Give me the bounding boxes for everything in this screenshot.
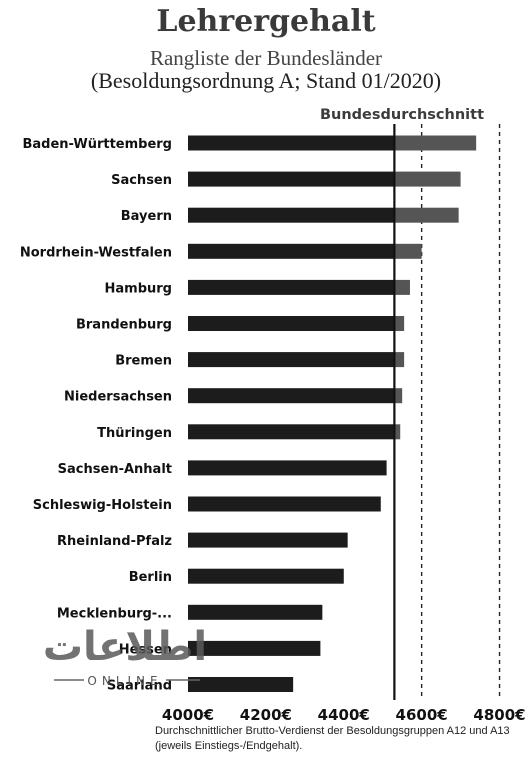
bar-above-average <box>394 207 459 223</box>
category-label: Nordrhein-Westfalen <box>20 245 172 260</box>
category-label: Thüringen <box>97 426 172 441</box>
category-label: Saarland <box>107 679 172 694</box>
watermark-arabic-text: اطلاعات <box>43 624 207 670</box>
bar <box>188 171 395 187</box>
category-label: Berlin <box>129 570 172 585</box>
bar-above-average <box>394 316 405 331</box>
category-label: Bremen <box>115 354 172 369</box>
reference-line-label: Bundesdurchschnitt <box>320 107 484 123</box>
bar-above-average <box>394 352 405 368</box>
bar <box>188 352 395 368</box>
bar <box>188 640 321 656</box>
bar <box>188 207 395 223</box>
bar-above-average <box>394 243 422 259</box>
category-label: Sachsen <box>111 173 172 188</box>
bar <box>188 243 395 259</box>
bar-above-average <box>394 135 477 151</box>
chart-title: Lehrergehalt <box>156 4 376 39</box>
watermark-logo: اطلاعات ONLINE <box>40 606 210 694</box>
x-tick-label: 4600€ <box>396 706 448 724</box>
category-label: Hamburg <box>105 281 172 296</box>
bar <box>188 424 395 440</box>
category-label: Niedersachsen <box>64 390 172 405</box>
bar <box>188 568 344 584</box>
x-tick-label: 4000€ <box>162 706 214 724</box>
category-label: Bayern <box>121 209 172 224</box>
chart-footnote: Durchschnittlicher Brutto-Verdienst der … <box>155 725 510 752</box>
chart-subtitle-detail: (Besoldungsordnung A; Stand 01/2020) <box>90 68 442 93</box>
x-tick-label: 4400€ <box>318 706 370 724</box>
bar-above-average <box>394 388 403 404</box>
category-label: Baden-Württemberg <box>22 137 172 152</box>
category-label: Schleswig-Holstein <box>33 498 172 513</box>
category-label: Hessen <box>119 642 172 657</box>
category-label: Rheinland-Pfalz <box>57 534 172 549</box>
bar <box>188 496 381 512</box>
category-label: Brandenburg <box>76 318 172 333</box>
category-label: Mecklenburg-... <box>57 606 172 621</box>
bar <box>188 279 395 295</box>
watermark-latin-text: ONLINE <box>87 674 162 688</box>
bar <box>188 135 395 151</box>
bar <box>188 677 294 692</box>
bar <box>188 460 387 476</box>
bar-above-average <box>394 171 461 187</box>
x-tick-label: 4800€ <box>473 706 525 724</box>
bar <box>188 316 395 331</box>
category-label: Sachsen-Anhalt <box>58 462 172 477</box>
bar-above-average <box>394 424 401 440</box>
bar <box>188 388 395 404</box>
bar <box>188 532 348 548</box>
bar <box>188 604 323 620</box>
bar-above-average <box>394 279 410 295</box>
chart-subtitle: Rangliste der Bundesländer <box>149 46 383 70</box>
x-tick-label: 4200€ <box>240 706 292 724</box>
